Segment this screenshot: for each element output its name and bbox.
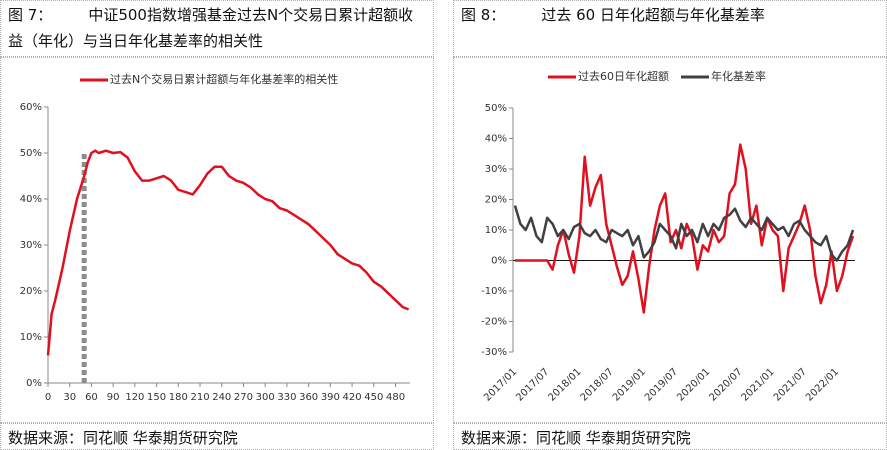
y-tick-label: 40% (485, 134, 507, 145)
legend-label: 过去60日年化超额 (578, 69, 669, 83)
y-tick-label: 10% (485, 225, 507, 236)
x-tick-label: 2021/01 (740, 366, 777, 403)
x-tick-label: 480 (386, 392, 405, 403)
x-tick-label: 450 (364, 392, 383, 403)
series-line (513, 205, 855, 262)
y-tick-label: 30% (20, 240, 42, 251)
x-tick-label: 2020/07 (707, 366, 744, 403)
x-tick-label: 180 (169, 392, 188, 403)
y-tick-label: -10% (481, 286, 507, 297)
x-tick-label: 270 (234, 392, 253, 403)
figure-label: 图 8： (461, 6, 506, 24)
source: 数据来源：同花顺 华泰期货研究院 (8, 429, 238, 447)
x-tick-label: 210 (190, 392, 209, 403)
x-tick-label: 30 (63, 392, 76, 403)
y-tick-label: 40% (20, 194, 42, 205)
chart-title: 中证500指数增强基金过去N个交易日累计超额收益（年化）与当日年化基差率的相关性 (8, 6, 414, 50)
y-tick-label: 20% (20, 286, 42, 297)
legend-label: 过去N个交易日累计超额与年化基差率的相关性 (110, 72, 338, 86)
y-tick-label: -20% (481, 317, 507, 328)
x-tick-label: 240 (212, 392, 231, 403)
x-tick-label: 60 (85, 392, 98, 403)
header: 图 7： 中证500指数增强基金过去N个交易日累计超额收益（年化）与当日年化基差率… (8, 2, 428, 54)
x-tick-label: 420 (343, 392, 362, 403)
x-tick-label: 2022/01 (804, 366, 841, 403)
x-tick-label: 360 (299, 392, 318, 403)
x-tick-label: 2020/01 (675, 366, 712, 403)
y-tick-label: 0% (491, 256, 507, 267)
chart-box (0, 57, 434, 423)
y-tick-label: 0% (26, 378, 42, 389)
legend-label: 年化基差率 (711, 69, 766, 83)
source: 数据来源：同花顺 华泰期货研究院 (461, 429, 691, 447)
x-tick-label: 150 (147, 392, 166, 403)
series-line (515, 143, 855, 314)
x-tick-label: 0 (45, 392, 51, 403)
x-tick-label: 2018/07 (579, 366, 616, 403)
y-tick-label: 10% (20, 332, 42, 343)
y-tick-label: 50% (485, 103, 507, 114)
header: 图 8： 过去 60 日年化超额与年化基差率 (461, 2, 881, 28)
x-tick-label: 2017/01 (482, 366, 519, 403)
x-tick-label: 2017/07 (514, 366, 551, 403)
x-tick-label: 2021/07 (772, 366, 809, 403)
x-tick-label: 120 (125, 392, 144, 403)
x-tick-label: 330 (277, 392, 296, 403)
x-tick-label: 2019/01 (611, 366, 648, 403)
y-tick-label: 20% (485, 195, 507, 206)
y-tick-label: -30% (481, 347, 507, 358)
figure-label: 图 7： (8, 6, 53, 24)
y-tick-label: 50% (20, 148, 42, 159)
y-tick-label: 60% (20, 102, 42, 113)
series-line (46, 149, 410, 356)
y-tick-label: 30% (485, 164, 507, 175)
header-box (0, 0, 434, 57)
x-tick-label: 300 (256, 392, 275, 403)
x-tick-label: 2018/01 (546, 366, 583, 403)
chart-title: 过去 60 日年化超额与年化基差率 (541, 6, 765, 24)
x-tick-label: 90 (107, 392, 120, 403)
x-tick-label: 390 (321, 392, 340, 403)
x-tick-label: 2019/07 (643, 366, 680, 403)
